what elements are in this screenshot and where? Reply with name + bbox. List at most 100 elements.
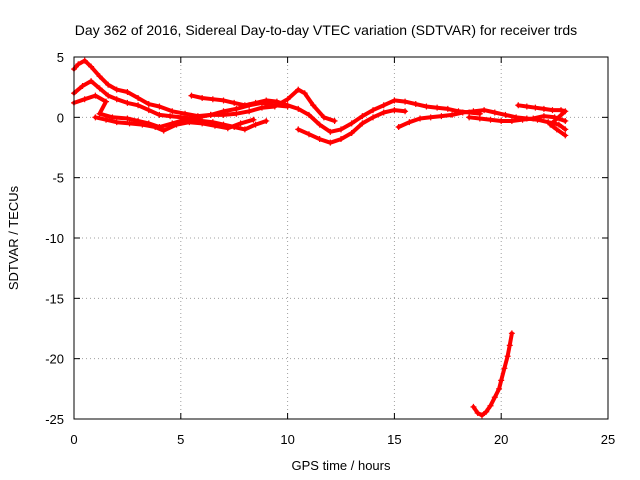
data-point [305, 111, 312, 118]
data-point [547, 121, 554, 128]
data-point [474, 409, 481, 416]
data-point [562, 132, 569, 139]
data-point [233, 105, 240, 112]
data-point [237, 120, 244, 127]
data-point [124, 88, 131, 95]
data-point [135, 102, 142, 109]
data-point [194, 114, 201, 121]
data-point [169, 108, 176, 115]
data-point [327, 128, 334, 135]
x-tick-label: 10 [280, 432, 294, 447]
data-point [327, 139, 334, 146]
data-point [160, 127, 167, 134]
data-point [139, 121, 146, 128]
data-point [380, 102, 387, 109]
data-point [135, 95, 142, 102]
data-point [252, 99, 259, 106]
data-point [481, 107, 488, 114]
data-point [370, 107, 377, 114]
data-point [295, 86, 302, 93]
data-point [224, 125, 231, 132]
data-point [434, 104, 441, 111]
data-point [423, 103, 430, 110]
data-point [338, 136, 344, 143]
x-axis-label: GPS time / hours [292, 458, 391, 473]
data-point [504, 353, 511, 360]
data-point [370, 114, 377, 121]
data-point [207, 111, 214, 118]
data-point [470, 403, 477, 410]
data-point [182, 110, 189, 117]
data-point [79, 82, 86, 89]
y-axis-label: SDTVAR / TECUs [6, 185, 21, 290]
data-point [295, 126, 302, 133]
data-point [402, 108, 409, 115]
data-point [209, 96, 216, 103]
data-point [231, 99, 238, 106]
data-point [391, 107, 398, 114]
data-point [105, 92, 112, 99]
data-point [81, 96, 88, 103]
data-point [483, 408, 490, 415]
data-point [284, 102, 291, 109]
data-point [508, 117, 515, 124]
data-point [273, 98, 280, 105]
data-point [523, 103, 530, 110]
data-point [338, 126, 344, 133]
data-point [359, 120, 366, 127]
data-point [496, 385, 503, 392]
series-trace [189, 93, 482, 134]
data-point [250, 116, 257, 123]
data-point [124, 115, 131, 122]
data-point [295, 105, 302, 112]
data-point [96, 73, 103, 80]
data-point [449, 111, 456, 118]
data-point [487, 402, 494, 409]
data-point [487, 116, 494, 123]
data-point [540, 105, 547, 112]
data-point [220, 97, 227, 104]
data-point [562, 117, 569, 124]
data-point [508, 330, 515, 337]
data-point [92, 92, 99, 99]
data-point [540, 113, 547, 120]
data-point [348, 130, 355, 137]
data-point [96, 110, 103, 117]
series-trace [72, 58, 337, 123]
series-trace [471, 331, 514, 418]
data-point [530, 115, 537, 122]
data-point [412, 101, 419, 108]
data-point [252, 121, 259, 128]
data-point [105, 81, 112, 88]
data-point [459, 109, 466, 116]
data-point [417, 115, 424, 122]
data-point [263, 117, 270, 124]
data-point [466, 114, 473, 121]
y-tick-label: -15 [45, 291, 64, 306]
data-point [241, 126, 248, 133]
points-layer [71, 57, 569, 419]
data-point [331, 117, 338, 124]
ticks-layer: 0 5 10 15 20 25 5 0 -5 -10 -15 -20 -25 [45, 50, 615, 447]
y-tick-label: -10 [45, 231, 64, 246]
y-tick-label: -5 [52, 171, 64, 186]
data-point [478, 412, 485, 419]
data-point [402, 98, 409, 105]
data-point [246, 108, 253, 115]
data-point [470, 108, 477, 115]
x-tick-label: 0 [70, 432, 77, 447]
data-point [88, 63, 95, 70]
series-trace [467, 114, 568, 123]
data-point [395, 123, 402, 130]
data-point [156, 103, 163, 110]
data-point [348, 120, 355, 127]
data-point [220, 108, 227, 115]
data-point [167, 113, 174, 120]
y-tick-label: 0 [57, 110, 64, 125]
data-point [301, 90, 308, 97]
data-point [316, 136, 323, 143]
data-point [562, 108, 569, 115]
data-point [506, 342, 513, 349]
data-point [502, 111, 509, 118]
data-point [103, 116, 110, 123]
